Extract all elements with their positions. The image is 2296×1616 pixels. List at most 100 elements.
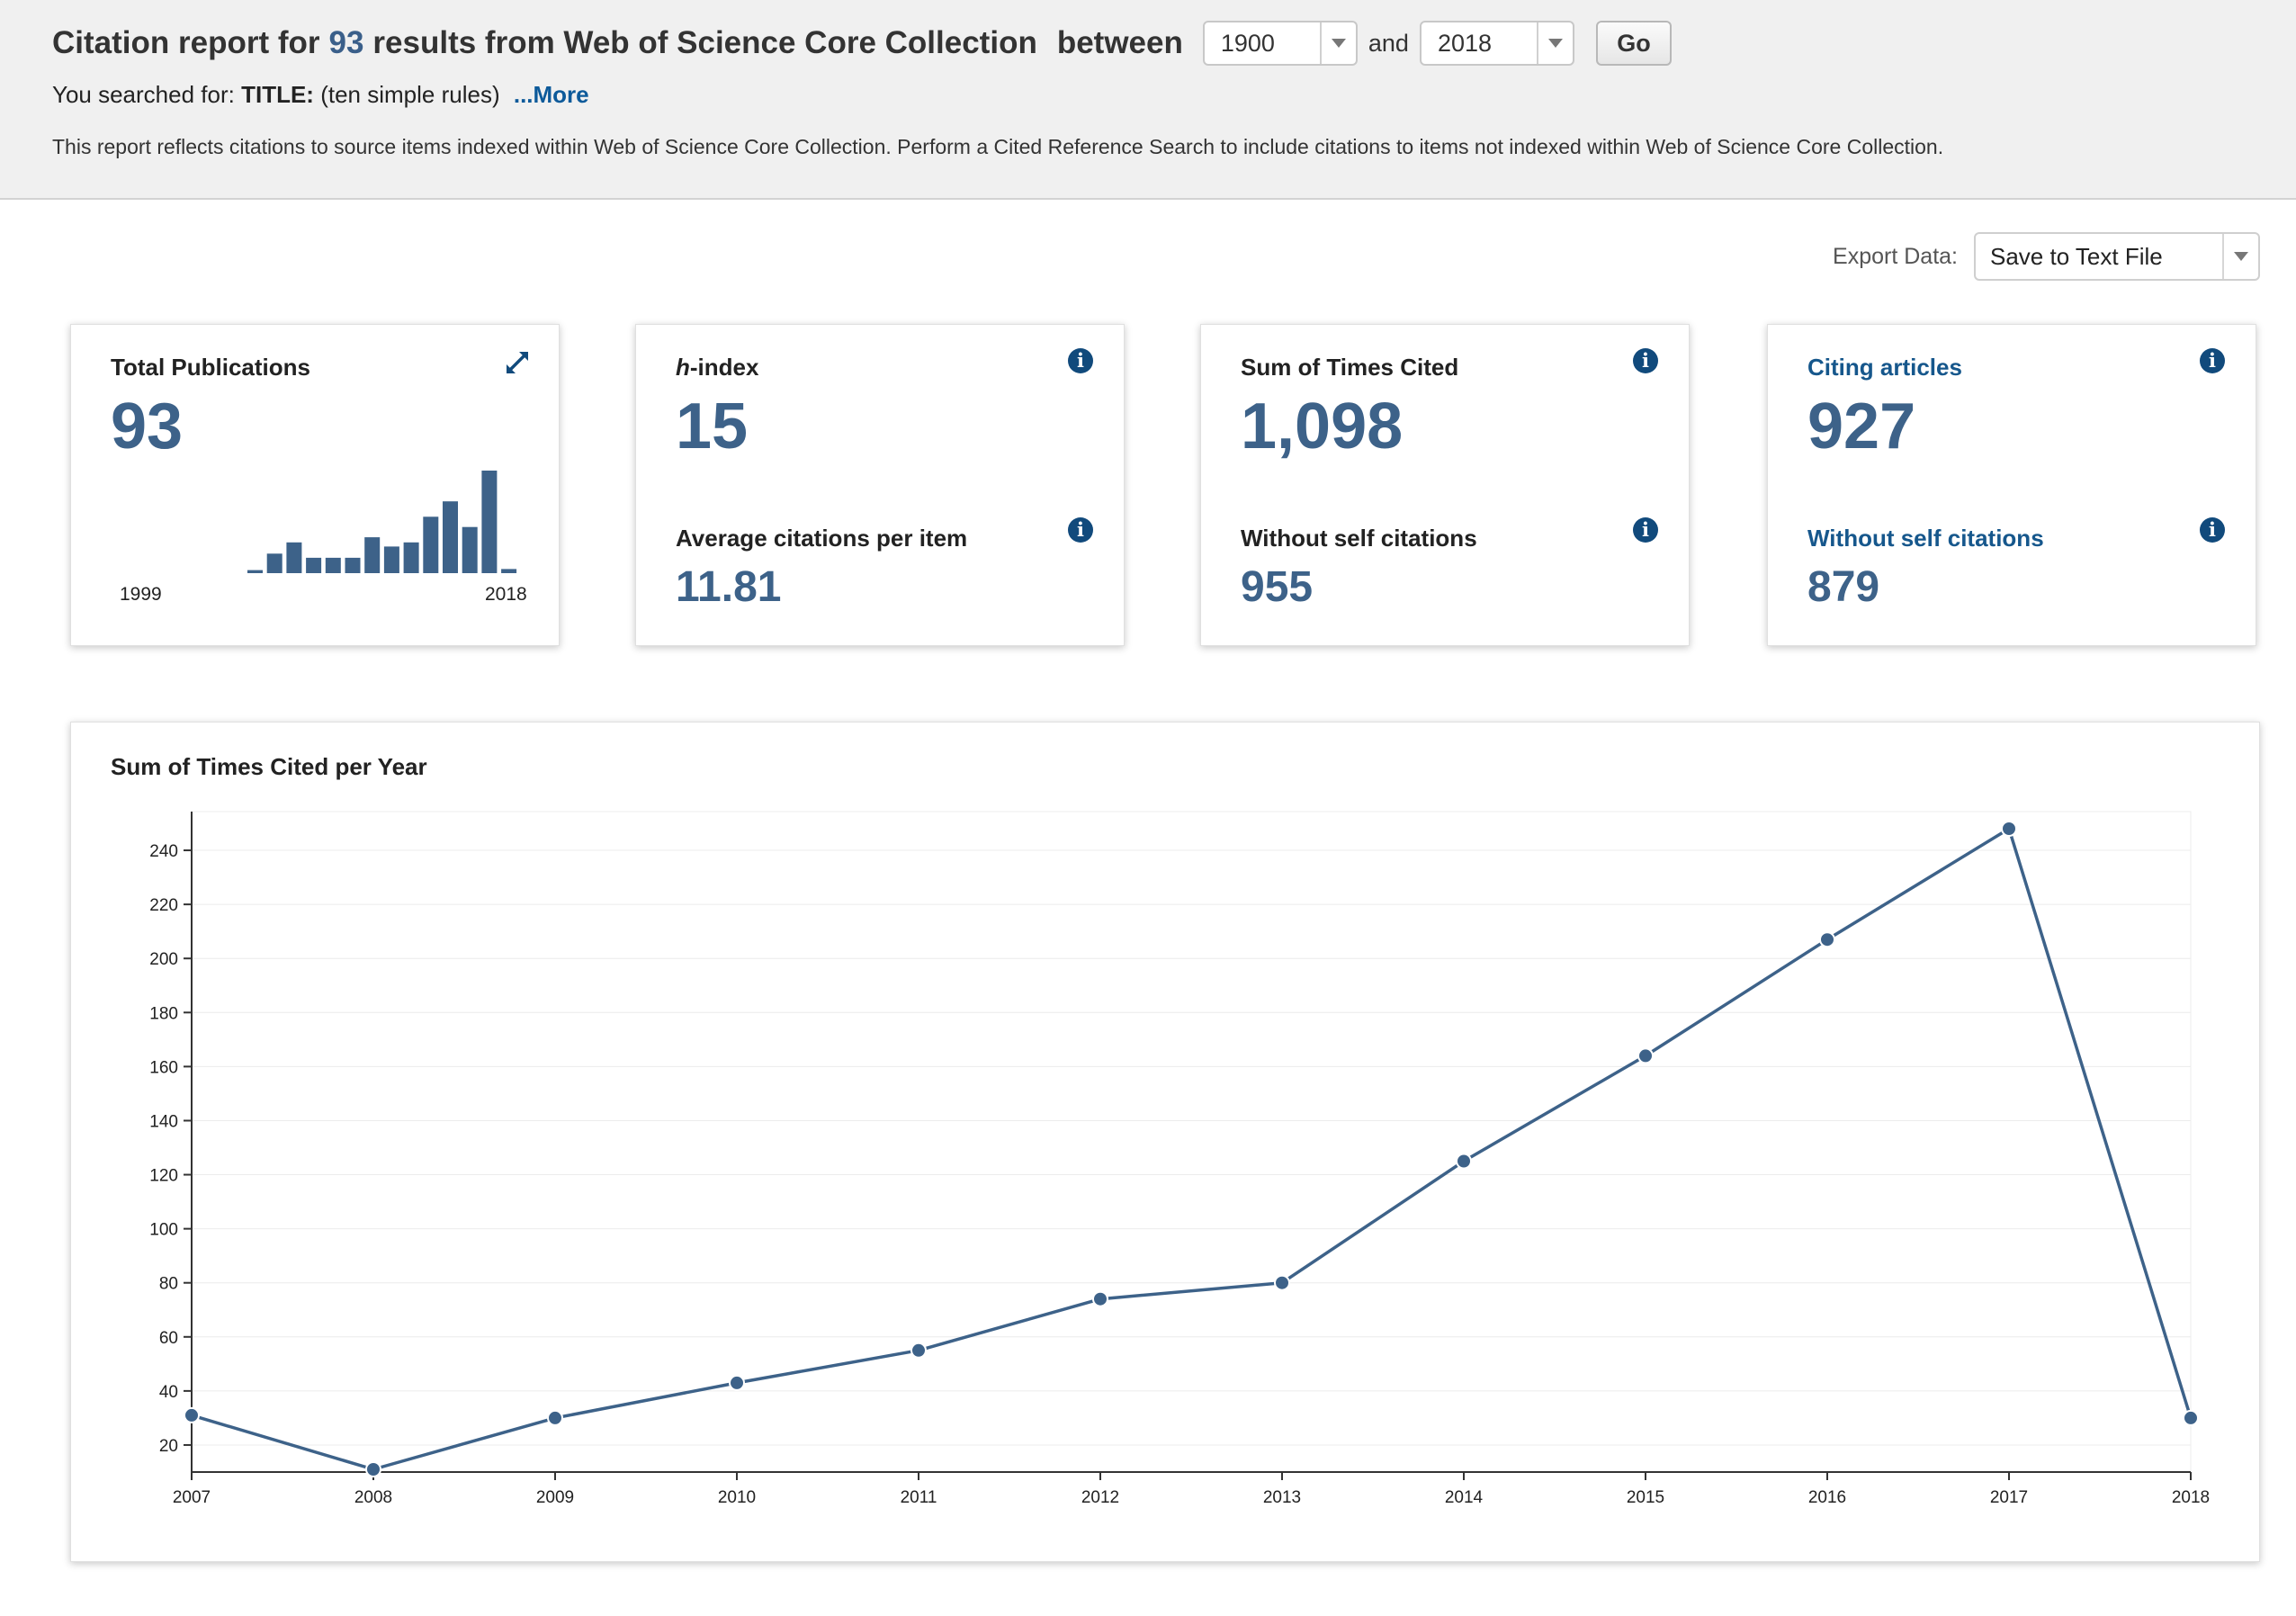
report-title: Citation report for 93 results from Web … (52, 20, 1672, 67)
publication-bar (306, 557, 322, 573)
y-tick-label: 20 (159, 1437, 178, 1456)
result-count: 93 (328, 25, 364, 60)
spark-end-year: 2018 (485, 584, 527, 605)
plot-area (191, 811, 2192, 1473)
info-icon[interactable]: i (1633, 348, 1658, 373)
publication-bar (364, 537, 381, 573)
h-index-label-rest: -index (689, 354, 759, 381)
spark-start-year: 1999 (120, 584, 162, 605)
x-tick-label: 2011 (901, 1488, 937, 1507)
citing-without-self-link[interactable]: Without self citations (1807, 525, 2044, 552)
y-tick-label: 60 (159, 1329, 178, 1348)
data-point[interactable] (910, 1342, 927, 1359)
report-disclaimer: This report reflects citations to source… (52, 135, 1944, 158)
times-cited-without-self-label: Without self citations (1241, 525, 1477, 552)
x-tick-label: 2010 (718, 1488, 756, 1507)
info-icon[interactable]: i (1633, 517, 1658, 543)
export-data: Export Data: Save to Text File (1833, 232, 2260, 281)
data-point[interactable] (1456, 1153, 1472, 1170)
publication-bar (247, 570, 263, 573)
export-selected: Save to Text File (1990, 242, 2163, 270)
year-from-value: 1900 (1220, 29, 1275, 57)
info-icon[interactable]: i (1068, 348, 1093, 373)
y-tick-label: 100 (149, 1221, 178, 1240)
citing-articles-card: Citing articles i 927 Without self citat… (1767, 324, 2256, 646)
x-tick-label: 2008 (354, 1488, 392, 1507)
data-point[interactable] (2001, 821, 2017, 837)
data-point[interactable] (729, 1374, 745, 1391)
times-cited-without-self-value: 955 (1241, 563, 1314, 611)
publication-bar (443, 501, 458, 573)
info-icon[interactable]: i (2200, 517, 2225, 543)
chart-title: Sum of Times Cited per Year (111, 753, 427, 780)
go-button[interactable]: Go (1595, 21, 1672, 66)
total-publications-label: Total Publications (111, 354, 310, 381)
h-index-card: h-index i 15 Average citations per item … (635, 324, 1125, 646)
series-line (191, 827, 2193, 1471)
searched-prefix: You searched for: (52, 81, 235, 108)
publication-bar (286, 542, 302, 573)
y-tick-label: 180 (149, 1004, 178, 1023)
export-select[interactable]: Save to Text File (1974, 232, 2260, 281)
data-point[interactable] (547, 1409, 563, 1426)
info-icon[interactable]: i (1068, 517, 1093, 543)
publication-bar (403, 542, 419, 573)
total-publications-card: Total Publications 93 1999 2018 (70, 324, 560, 646)
citing-without-self-value: 879 (1807, 563, 1880, 611)
report-header: Citation report for 93 results from Web … (0, 0, 2296, 200)
citing-articles-link[interactable]: Citing articles (1807, 354, 1962, 381)
year-and-label: and (1368, 29, 1409, 57)
y-tick-label: 240 (149, 842, 178, 861)
info-icon[interactable]: i (2200, 348, 2225, 373)
title-middle: results from Web of Science Core Collect… (372, 25, 1037, 60)
publication-bar (501, 569, 517, 573)
chevron-down-icon[interactable] (1319, 22, 1356, 64)
title-prefix: Citation report for (52, 25, 320, 60)
title-between: between (1056, 25, 1183, 60)
x-tick-label: 2015 (1627, 1488, 1664, 1507)
year-to-select[interactable]: 2018 (1419, 21, 1574, 66)
x-tick-label: 2014 (1445, 1488, 1484, 1507)
searched-query: (ten simple rules) (320, 81, 500, 108)
publication-bar (423, 516, 439, 573)
publication-bar (345, 557, 361, 573)
times-cited-line-chart: 20 40 60 80 100 120 140 160 180 200 220 240 2007 2008… (149, 811, 2210, 1507)
citing-articles-value: 927 (1807, 391, 1916, 462)
year-from-select[interactable]: 1900 (1202, 21, 1358, 66)
times-cited-card: Sum of Times Cited i 1,098 Without self … (1200, 324, 1690, 646)
y-tick-label: 220 (149, 896, 178, 915)
publications-sparkline (247, 471, 517, 573)
searched-field: TITLE: (241, 81, 314, 108)
x-tick-label: 2018 (2172, 1488, 2210, 1507)
y-tick-label: 80 (159, 1275, 178, 1294)
y-tick-label: 200 (149, 950, 178, 969)
data-point[interactable] (1637, 1047, 1654, 1064)
publication-bar (462, 526, 478, 573)
data-point[interactable] (1274, 1274, 1290, 1291)
x-tick-label: 2017 (1990, 1488, 2028, 1507)
data-point[interactable] (365, 1461, 381, 1477)
chevron-down-icon[interactable] (2222, 234, 2258, 279)
total-publications-value: 93 (111, 391, 184, 462)
publication-bar (266, 553, 283, 573)
chevron-down-icon[interactable] (1536, 22, 1573, 64)
x-tick-label: 2007 (173, 1488, 211, 1507)
publication-bar (325, 557, 341, 573)
data-point[interactable] (2183, 1409, 2199, 1426)
more-link[interactable]: ...More (513, 81, 589, 108)
data-point[interactable] (1819, 931, 1835, 948)
publication-bar (383, 546, 399, 573)
expand-icon[interactable] (503, 348, 532, 377)
h-index-label: h-index (676, 354, 758, 382)
y-tick-label: 40 (159, 1383, 178, 1402)
x-tick-label: 2009 (536, 1488, 574, 1507)
average-citations-value: 11.81 (676, 563, 782, 611)
y-tick-label: 160 (149, 1058, 178, 1077)
times-cited-value: 1,098 (1241, 391, 1404, 462)
average-citations-label: Average citations per item (676, 525, 968, 552)
x-tick-label: 2016 (1808, 1488, 1846, 1507)
x-tick-label: 2013 (1263, 1488, 1301, 1507)
export-label: Export Data: (1833, 243, 1958, 269)
data-point[interactable] (184, 1406, 200, 1423)
data-point[interactable] (1092, 1290, 1108, 1307)
